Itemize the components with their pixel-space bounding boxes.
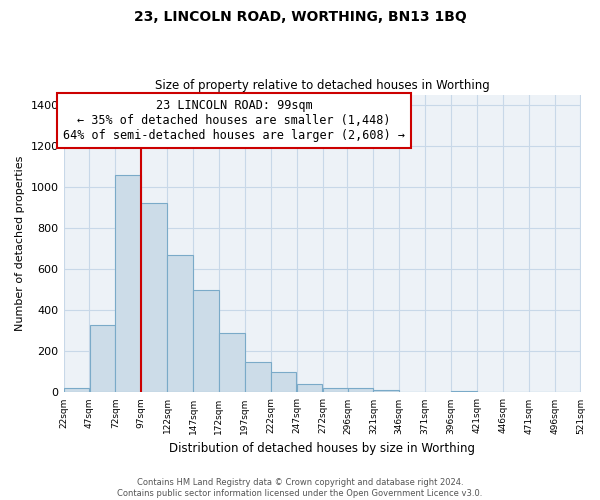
Title: Size of property relative to detached houses in Worthing: Size of property relative to detached ho… [155,79,490,92]
Bar [373,390,399,392]
Text: Contains HM Land Registry data © Crown copyright and database right 2024.
Contai: Contains HM Land Registry data © Crown c… [118,478,482,498]
Bar [115,174,141,392]
Bar [323,388,348,392]
Bar [245,362,271,392]
Bar [64,388,89,392]
Text: 23 LINCOLN ROAD: 99sqm
← 35% of detached houses are smaller (1,448)
64% of semi-: 23 LINCOLN ROAD: 99sqm ← 35% of detached… [63,99,405,142]
X-axis label: Distribution of detached houses by size in Worthing: Distribution of detached houses by size … [169,442,475,455]
Y-axis label: Number of detached properties: Number of detached properties [15,156,25,331]
Bar [271,372,296,392]
Bar [297,384,322,392]
Bar [347,388,373,392]
Bar [167,255,193,392]
Bar [142,204,167,392]
Text: 23, LINCOLN ROAD, WORTHING, BN13 1BQ: 23, LINCOLN ROAD, WORTHING, BN13 1BQ [134,10,466,24]
Bar [89,324,115,392]
Bar [219,333,245,392]
Bar [193,290,219,393]
